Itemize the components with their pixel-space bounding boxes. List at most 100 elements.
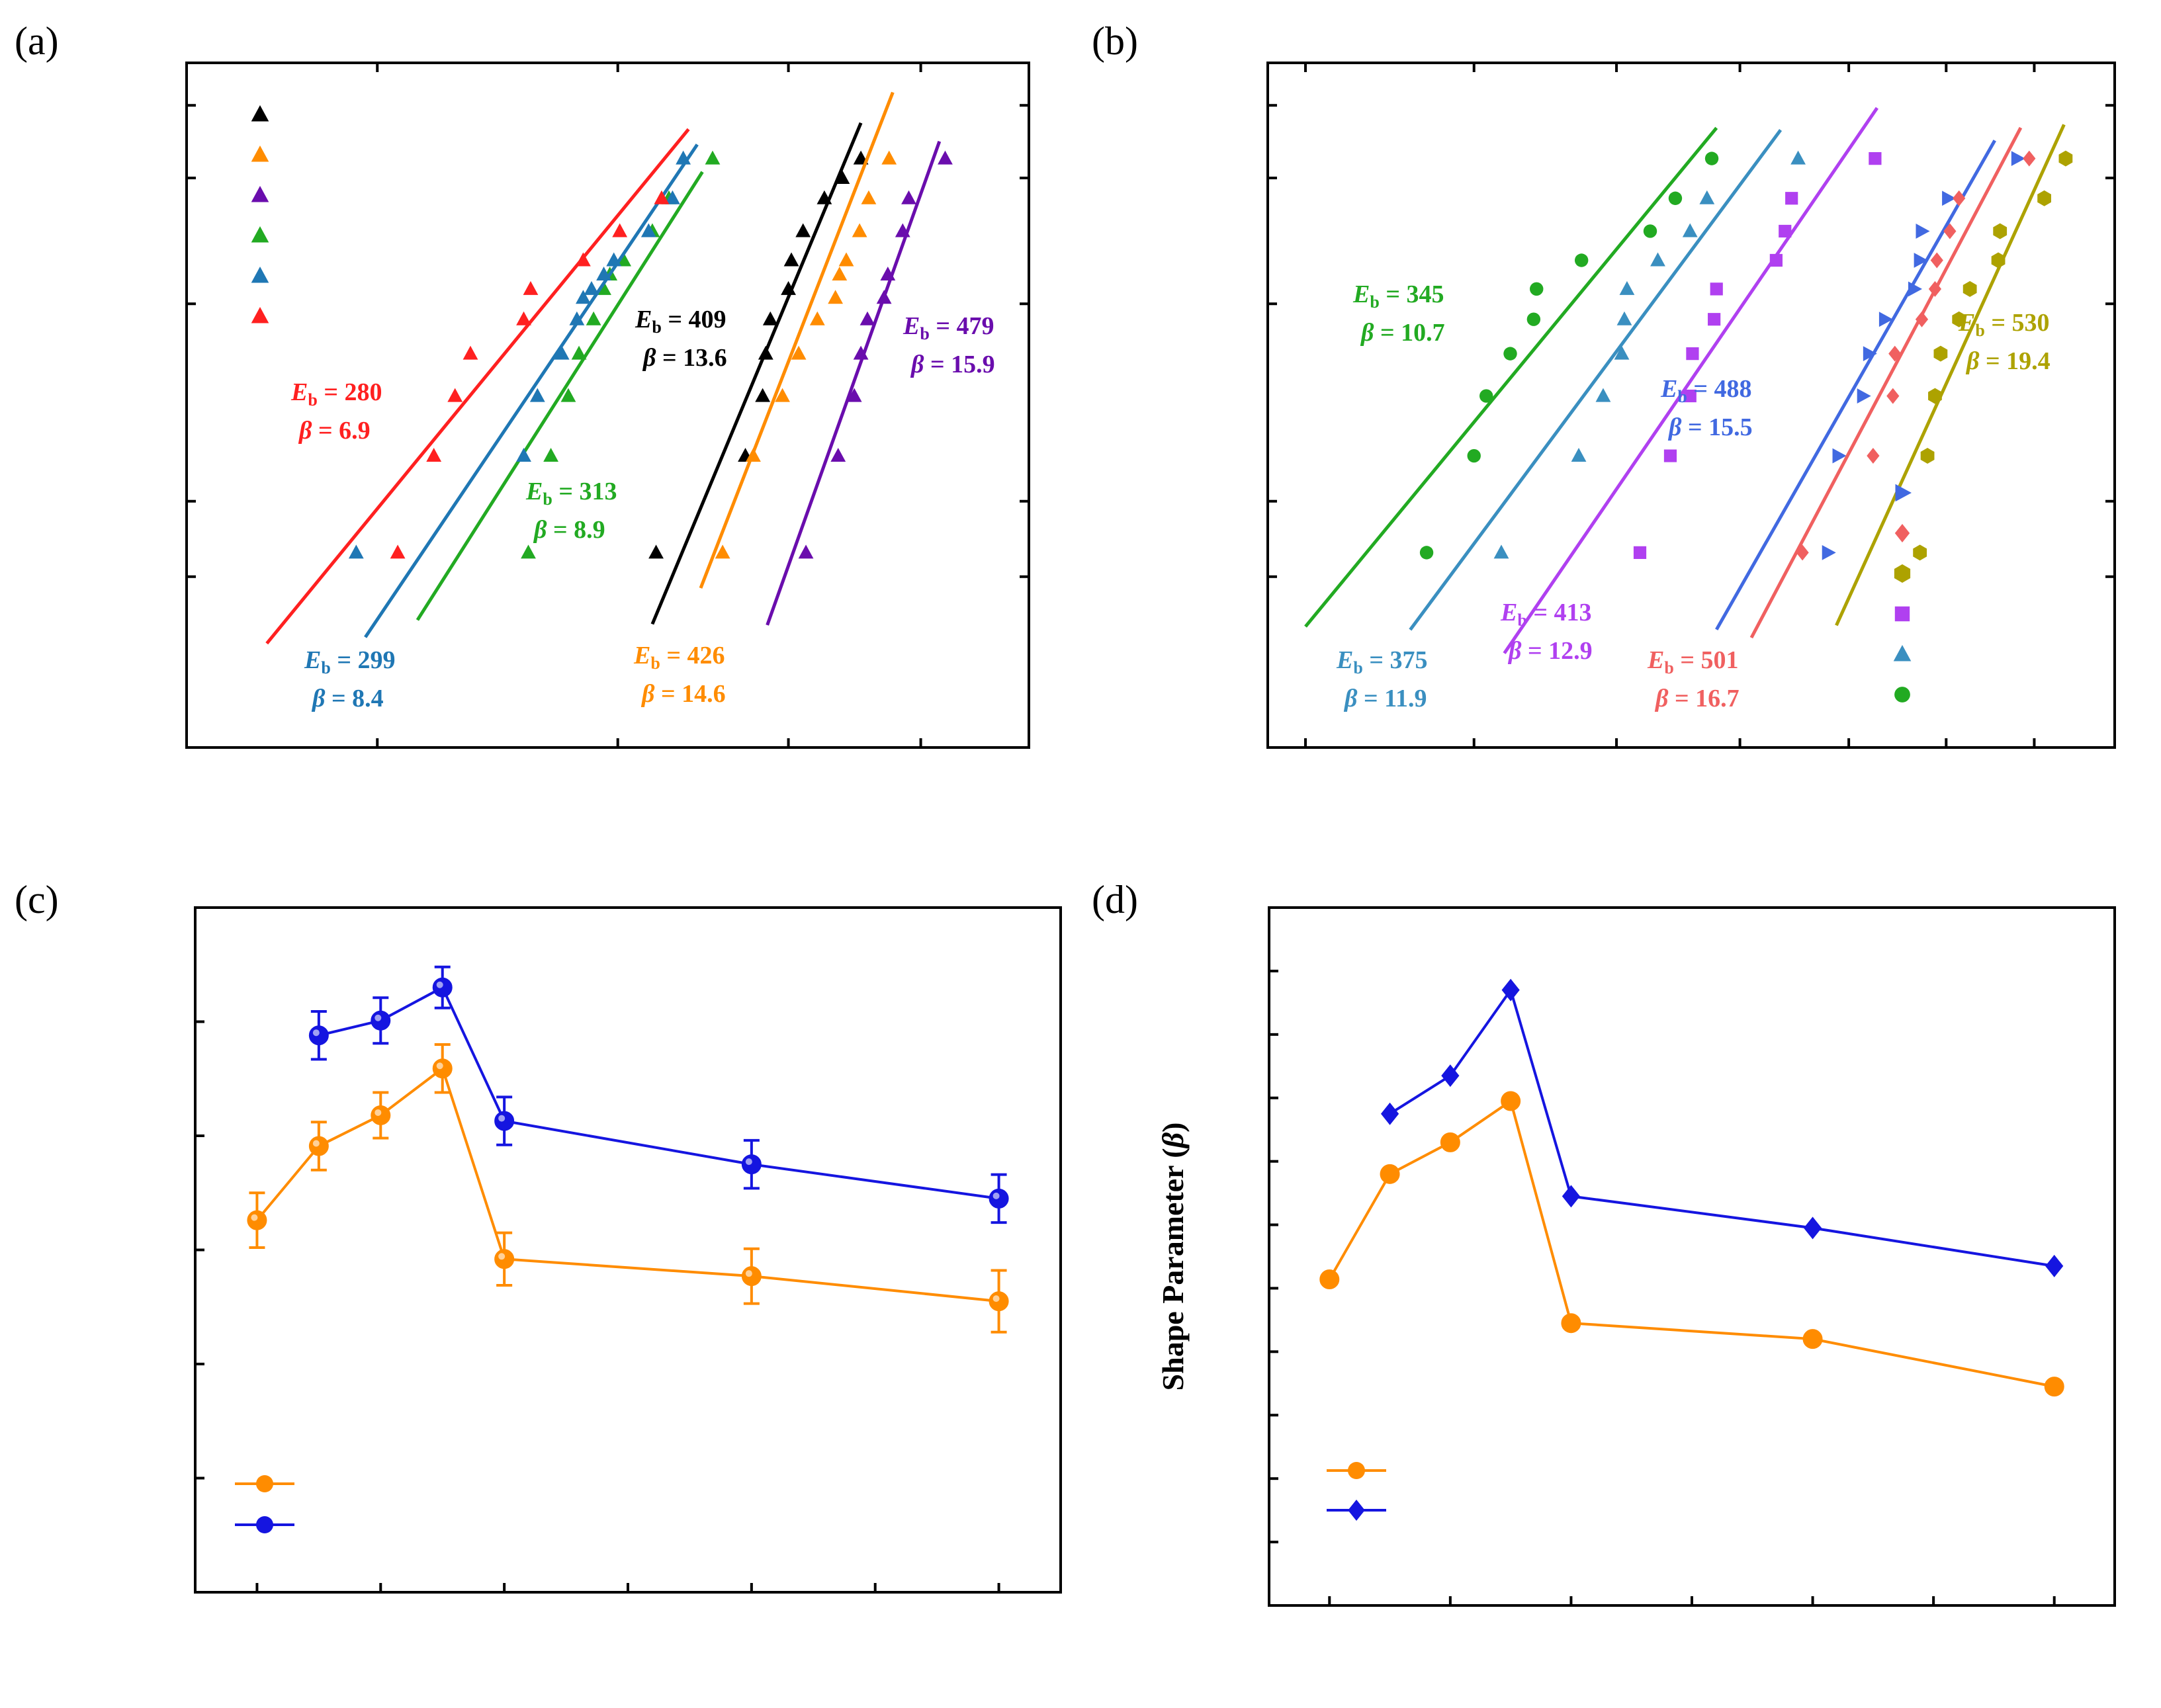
eb-subscript: b <box>650 654 660 673</box>
data-point <box>1952 311 1966 327</box>
data-point <box>1943 223 1957 239</box>
beta-equals: = <box>654 680 682 708</box>
eb-value: 299 <box>357 646 395 674</box>
data-point <box>861 190 877 204</box>
y-axis-label-symbol: β <box>1156 1132 1190 1149</box>
eb-equals: = <box>662 306 689 333</box>
data-point <box>2058 150 2073 167</box>
data-point <box>1668 191 1683 205</box>
data-point <box>432 1058 453 1079</box>
data-point <box>371 1010 391 1031</box>
beta-symbol: β <box>1507 637 1522 665</box>
eb-value: 375 <box>1389 646 1427 674</box>
data-point <box>576 252 591 267</box>
data-point <box>2011 151 2025 167</box>
data-point <box>705 150 721 165</box>
eb-annotation: Eb = 299 <box>304 646 395 677</box>
data-point <box>1832 448 1847 464</box>
beta-annotation: β = 8.4 <box>311 685 384 712</box>
data-point <box>832 267 848 281</box>
beta-equals: = <box>656 344 683 372</box>
data-point <box>1993 223 2007 239</box>
data-point <box>586 311 601 325</box>
data-point <box>247 1210 267 1230</box>
panel-d: (d) Shape Parameter (β) <box>1092 878 2116 1607</box>
beta-symbol: β <box>1654 685 1669 712</box>
data-point <box>1916 224 1930 239</box>
data-point <box>1663 449 1677 462</box>
eb-equals: = <box>1380 280 1407 308</box>
beta-equals: = <box>1681 413 1708 441</box>
beta-annotation: β = 16.7 <box>1654 685 1740 712</box>
data-point <box>1857 388 1871 404</box>
data-point <box>1419 546 1434 560</box>
eb-annotation: Eb = 488 <box>1660 375 1751 406</box>
panel-c: (c) <box>15 878 1062 1594</box>
data-point <box>1633 546 1647 559</box>
data-point <box>781 280 796 295</box>
data-point <box>1501 978 1520 1002</box>
legend-marker <box>251 226 269 243</box>
legend-marker <box>1894 524 1910 542</box>
eb-subscript: b <box>1677 387 1687 406</box>
data-point <box>432 977 453 998</box>
eb-value: 409 <box>688 306 726 333</box>
panel-a-plot: Eb = 280 β = 6.9 Eb = 299 β = 8.4 Eb = 313 β … <box>185 62 1030 749</box>
data-point <box>1616 311 1632 325</box>
data-point <box>516 448 531 462</box>
eb-symbol: E <box>1647 646 1664 674</box>
beta-annotation: β = 13.6 <box>642 344 727 372</box>
data-point <box>1319 1269 1340 1290</box>
eb-annotation: Eb = 530 <box>1958 309 2049 340</box>
data-point <box>2044 1377 2064 1397</box>
eb-symbol: E <box>1352 280 1370 308</box>
data-point <box>390 544 406 559</box>
beta-annotation: β = 15.5 <box>1667 413 1753 441</box>
series-line <box>255 1066 999 1303</box>
eb-symbol: E <box>290 378 308 406</box>
beta-value: 15.9 <box>951 351 995 378</box>
data-point <box>1710 282 1723 296</box>
eb-symbol: E <box>1958 309 1975 337</box>
eb-symbol: E <box>525 478 543 505</box>
data-point <box>1441 1064 1460 1088</box>
eb-value: 501 <box>1700 646 1738 674</box>
panel-a: (a) Eb = 280 β = 6.9 Eb = 299 β = 8.4 Eb = 3… <box>15 19 1030 749</box>
data-point <box>571 345 587 360</box>
eb-value: 345 <box>1406 280 1444 308</box>
data-point <box>1803 1217 1822 1240</box>
data-point <box>1933 345 1948 362</box>
data-point <box>1790 150 1806 165</box>
data-point <box>834 170 850 185</box>
eb-symbol: E <box>633 642 650 669</box>
data-point <box>1380 1164 1400 1184</box>
beta-value: 13.6 <box>683 344 727 372</box>
data-point <box>648 544 664 559</box>
data-point <box>1704 151 1719 165</box>
eb-value: 280 <box>344 378 382 406</box>
data-point <box>584 280 599 295</box>
data-point <box>741 1266 762 1287</box>
data-point <box>746 448 761 462</box>
eb-symbol: E <box>1660 375 1677 403</box>
data-point <box>828 290 844 304</box>
data-point <box>876 290 892 304</box>
data-point <box>1479 389 1493 403</box>
data-point <box>1928 280 1942 297</box>
data-point <box>1963 280 1977 297</box>
eb-subscript: b <box>308 390 317 409</box>
legend-marker <box>251 186 269 202</box>
eb-annotation: Eb = 501 <box>1647 646 1738 677</box>
point-highlight <box>436 981 443 988</box>
panel-c-label: (c) <box>15 878 59 921</box>
beta-value: 15.5 <box>1708 413 1753 441</box>
data-point <box>1571 448 1587 462</box>
beta-annotation: β = 8.9 <box>533 516 605 544</box>
weibull-fit-line <box>650 122 863 625</box>
data-point <box>853 345 869 360</box>
data-point <box>1920 448 1935 464</box>
data-point <box>463 345 478 360</box>
eb-annotation: Eb = 413 <box>1500 599 1591 630</box>
data-point <box>838 252 854 267</box>
eb-value: 413 <box>1554 599 1591 626</box>
